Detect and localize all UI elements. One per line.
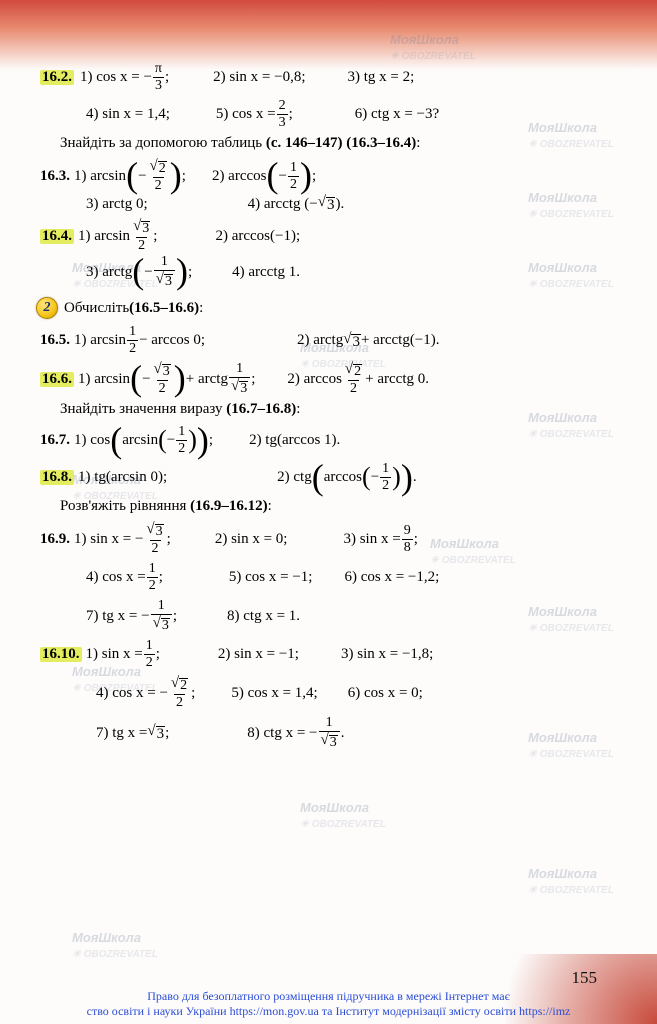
ex-16-2: 16.2. 1) cos x = − π3; 2) sin x = −0,8; … [40, 62, 627, 93]
item: 1) arcsin 12 − arccos 0; [74, 325, 205, 356]
item: 2) arctg √3 + arcctg(−1). [297, 332, 440, 350]
ex-16-3-cont: 3) arctg 0; 4) arcctg (−√3 ). [40, 195, 627, 213]
item: 2) sin x = 0; [215, 532, 288, 547]
instruction-3: Знайдіть значення виразу (16.7–16.8): [60, 402, 627, 417]
item: 5) cos x = −1; [229, 570, 313, 585]
item: 2) arccos √2 2 + arcctg 0. [287, 362, 429, 396]
section-level-2: 2 Обчисліть (16.5–16.6): [36, 297, 627, 319]
ex-16-6: 16.6. 1) arcsin (− √3 2) + arctg 1 √3 ; … [40, 362, 627, 396]
item: 8) ctg x = − 1 √3. [247, 716, 344, 750]
item: 6) cos x = 0; [348, 686, 423, 701]
page-content: 16.2. 1) cos x = − π3; 2) sin x = −0,8; … [0, 0, 657, 766]
item: 2) sin x = −0,8; [213, 70, 305, 85]
item: 6) ctg x = −3? [355, 107, 439, 122]
ex-16-9-b: 4) cos x = 12; 5) cos x = −1; 6) cos x =… [40, 562, 627, 593]
footer-line-1: Право для безоплатного розміщення підруч… [0, 989, 657, 1005]
instruction-2: Обчисліть (16.5–16.6): [64, 301, 203, 316]
item: 3) arctg (− 1 √3); [86, 255, 192, 289]
ex-label: 16.5. [40, 333, 70, 348]
footer-line-2: ство освіти і науки України https://mon.… [0, 1004, 657, 1020]
item: 3) tg x = 2; [348, 70, 415, 85]
item: 2) arccos (− 1 2); [212, 161, 316, 192]
item: 3) arctg 0; [86, 197, 148, 212]
item: 2) arccos(−1); [215, 229, 300, 244]
ex-label: 16.2. [40, 70, 74, 85]
ex-label: 16.8. [40, 470, 74, 485]
item: 2) tg(arccos 1). [249, 433, 340, 448]
ex-16-4: 16.4. 1) arcsin √3 2; 2) arccos(−1); [40, 219, 627, 253]
item: 2) sin x = −1; [218, 647, 299, 662]
ex-label: 16.6. [40, 372, 74, 387]
ex-16-5: 16.5. 1) arcsin 12 − arccos 0; 2) arctg … [40, 325, 627, 356]
ex-16-2-cont: 4) sin x = 1,4; 5) cos x = 23; 6) ctg x … [40, 99, 627, 130]
item: 1) sin x = 12; [86, 639, 160, 670]
item: 5) cos x = 1,4; [231, 686, 317, 701]
item: 4) cos x = 12; [86, 562, 163, 593]
ex-16-9-c: 7) tg x = − 1 √3; 8) ctg x = 1. [40, 599, 627, 633]
item: 3) sin x = 98; [343, 524, 417, 555]
ex-label: 16.3. [40, 169, 70, 184]
item: 2) ctg (arccos (−12)). [277, 462, 416, 493]
ex-label: 16.10. [40, 647, 82, 662]
item: 5) cos x = 23; [216, 99, 293, 130]
item: 1) arcsin √3 2; [78, 219, 157, 253]
ex-16-4-cont: 3) arctg (− 1 √3); 4) arcctg 1. [40, 255, 627, 289]
item: 1) sin x = − √3 2; [74, 522, 171, 556]
item: 4) arcctg (−√3 ). [248, 195, 345, 213]
page-number: 155 [572, 968, 598, 988]
item: 1) cos (arcsin (−12)) ; [74, 425, 213, 456]
instruction-1: Знайдіть за допомогою таблиць (с. 146–14… [60, 136, 627, 151]
item: 1) tg(arcsin 0); [78, 470, 167, 485]
ex-16-3: 16.3. 1) arcsin (− √2 2); 2) arccos (− 1… [40, 159, 627, 193]
item: 1) arcsin (− √3 2) + arctg 1 √3 ; [78, 362, 255, 396]
item: 1) arcsin (− √2 2); [74, 159, 186, 193]
ex-16-9: 16.9. 1) sin x = − √3 2; 2) sin x = 0; 3… [40, 522, 627, 556]
ex-16-8: 16.8. 1) tg(arcsin 0); 2) ctg (arccos (−… [40, 462, 627, 493]
ex-label: 16.4. [40, 229, 74, 244]
ex-16-10-b: 4) cos x = − √2 2; 5) cos x = 1,4; 6) co… [40, 676, 627, 710]
item: 4) sin x = 1,4; [86, 107, 170, 122]
footer: Право для безоплатного розміщення підруч… [0, 989, 657, 1020]
item: 4) cos x = − √2 2; [96, 676, 195, 710]
ex-16-10: 16.10. 1) sin x = 12; 2) sin x = −1; 3) … [40, 639, 627, 670]
ex-16-10-c: 7) tg x = √3; 8) ctg x = − 1 √3. [40, 716, 627, 750]
ex-label: 16.7. [40, 433, 70, 448]
instruction-4: Розв'яжіть рівняння (16.9–16.12): [60, 499, 627, 514]
level-badge: 2 [36, 297, 58, 319]
item: 3) sin x = −1,8; [341, 647, 433, 662]
item: 7) tg x = √3; [96, 724, 169, 742]
item: 4) arcctg 1. [232, 265, 300, 280]
item: 6) cos x = −1,2; [344, 570, 439, 585]
ex-label: 16.9. [40, 532, 70, 547]
item: 8) ctg x = 1. [227, 609, 300, 624]
item: 1) cos x = − π3; [80, 62, 169, 93]
ex-16-7: 16.7. 1) cos (arcsin (−12)) ; 2) tg(arcc… [40, 425, 627, 456]
item: 7) tg x = − 1 √3; [86, 599, 177, 633]
